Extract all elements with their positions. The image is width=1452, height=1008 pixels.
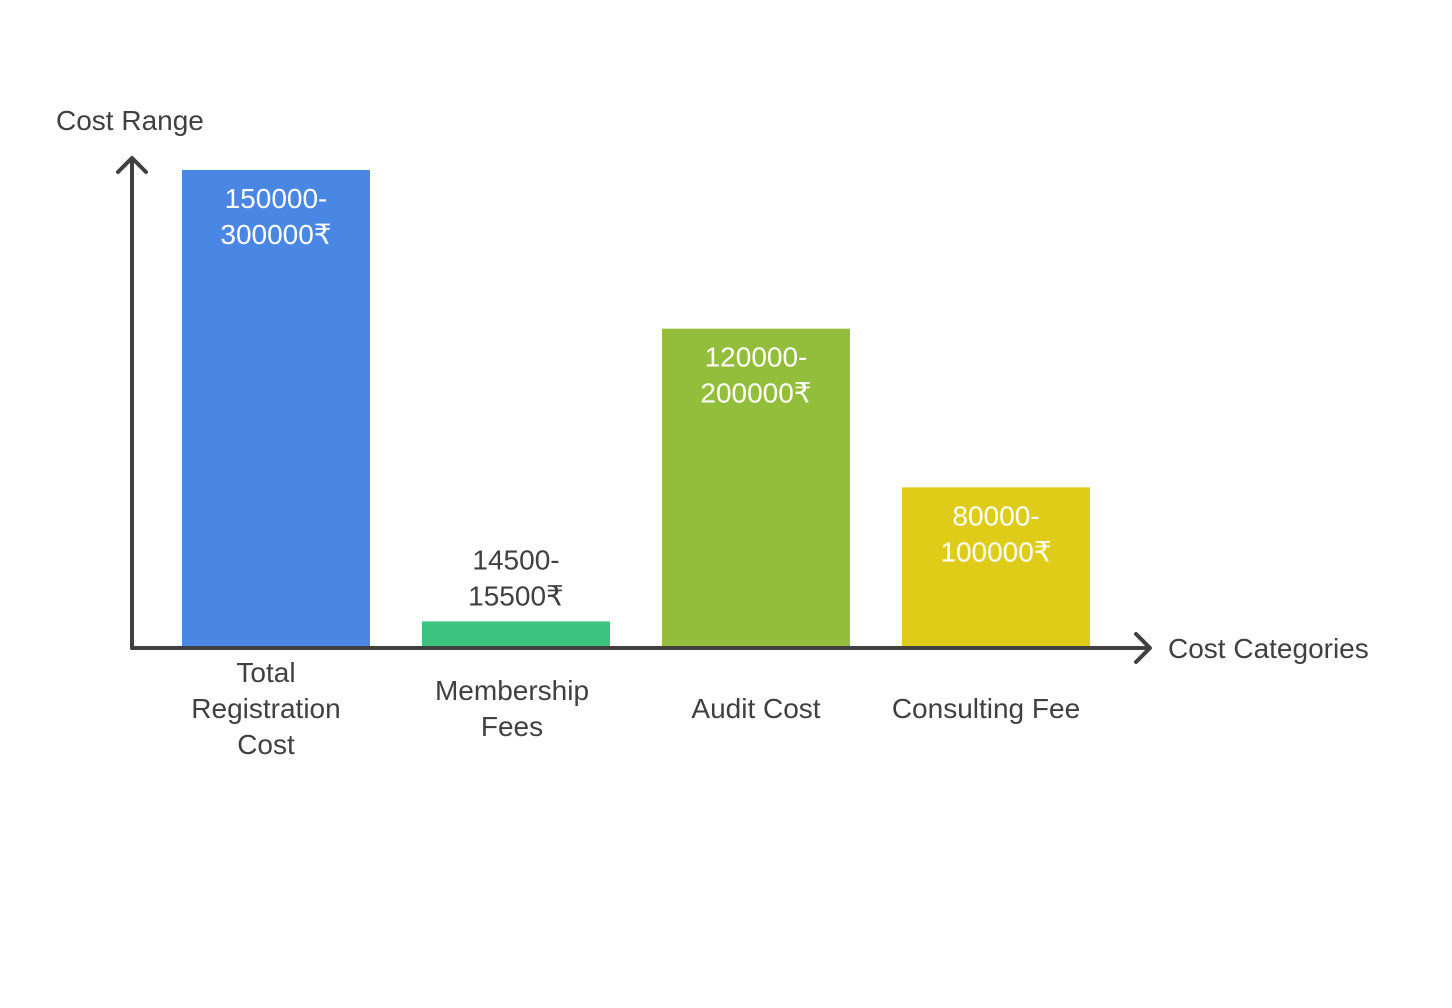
value-label-line: 100000₹ — [940, 536, 1051, 567]
value-label-line: 200000₹ — [700, 378, 811, 409]
value-label-line: 300000₹ — [220, 219, 331, 250]
x-axis-arrow-icon — [1134, 632, 1152, 664]
value-label-line: 120000- — [705, 342, 808, 373]
value-label-2: 14500- 15500₹ — [468, 544, 564, 611]
value-label-3: 120000- 200000₹ — [700, 342, 811, 409]
bar-4 — [902, 487, 1090, 646]
value-label-4: 80000- 100000₹ — [940, 500, 1051, 567]
value-label-line: 80000- — [952, 500, 1039, 531]
category-label-1: Total Registration Cost — [191, 657, 340, 760]
category-label-line: Total — [236, 657, 295, 688]
value-label-line: 15500₹ — [468, 580, 564, 611]
value-labels-group: 150000- 300000₹ 14500- 15500₹ 120000- 200000₹… — [220, 183, 1051, 611]
x-axis-title: Cost Categories — [1168, 633, 1369, 664]
y-axis-title: Cost Range — [56, 105, 204, 136]
y-axis-arrow-icon — [116, 156, 148, 174]
bars-group — [182, 170, 1090, 646]
category-label-line: Membership — [435, 675, 589, 706]
category-label-line: Fees — [481, 711, 543, 742]
category-label-line: Consulting Fee — [892, 693, 1080, 724]
category-label-line: Audit Cost — [691, 693, 820, 724]
bar-3 — [662, 328, 850, 646]
category-label-2: Membership Fees — [435, 675, 589, 742]
category-label-3: Audit Cost — [691, 693, 820, 724]
value-label-1: 150000- 300000₹ — [220, 183, 331, 250]
category-label-line: Cost — [237, 729, 295, 760]
category-label-4: Consulting Fee — [892, 693, 1080, 724]
category-label-line: Registration — [191, 693, 340, 724]
bar-1 — [182, 170, 370, 646]
value-label-line: 14500- — [472, 544, 559, 575]
value-label-line: 150000- — [225, 183, 328, 214]
category-labels-group: Total Registration Cost Membership Fees Audit… — [191, 657, 1080, 760]
bar-2 — [422, 621, 610, 646]
axes — [116, 156, 1152, 664]
